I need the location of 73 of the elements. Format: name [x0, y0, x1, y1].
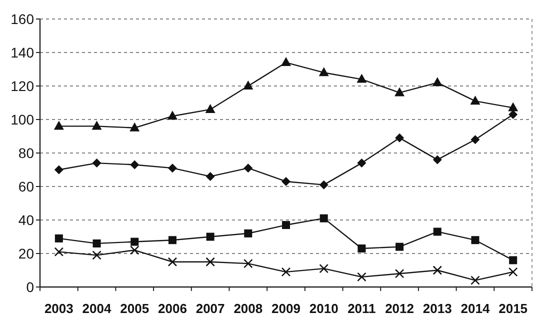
point — [205, 104, 216, 113]
x-tick-label: 2015 — [498, 301, 528, 316]
point — [396, 242, 404, 251]
point — [319, 180, 328, 190]
point — [509, 256, 518, 264]
point — [167, 110, 178, 120]
point — [92, 120, 102, 130]
y-tick-label: 120 — [10, 78, 34, 94]
point — [206, 232, 214, 241]
point — [282, 221, 290, 230]
point — [358, 244, 366, 252]
point — [318, 67, 329, 76]
point — [433, 228, 442, 236]
point — [130, 238, 139, 246]
point — [356, 74, 367, 83]
x-tick-label: 2009 — [272, 301, 300, 316]
y-tick-label: 140 — [10, 44, 34, 60]
point — [470, 276, 480, 285]
point — [432, 266, 442, 275]
point — [281, 57, 291, 66]
y-tick-label: 80 — [18, 144, 34, 161]
y-tick-label: 20 — [18, 245, 34, 262]
point — [54, 247, 64, 256]
y-tick-label: 100 — [10, 111, 34, 128]
point — [168, 164, 177, 173]
point — [471, 236, 480, 244]
point — [319, 264, 328, 274]
x-tick-label: 2014 — [460, 301, 490, 316]
point — [281, 267, 291, 277]
point — [130, 122, 140, 132]
x-tick-label: 2013 — [422, 301, 452, 316]
x-tick-label: 2005 — [120, 301, 150, 316]
x-tick-label: 2010 — [309, 301, 338, 316]
point — [92, 158, 102, 168]
point — [168, 257, 178, 267]
point — [130, 246, 140, 255]
point — [54, 234, 63, 242]
point — [54, 165, 64, 174]
point — [244, 258, 253, 268]
point — [92, 239, 101, 248]
point — [168, 236, 176, 244]
point — [320, 214, 328, 222]
y-tick-label: 0 — [26, 278, 34, 295]
point — [92, 250, 102, 260]
point — [508, 102, 518, 112]
x-tick-label: 2008 — [234, 301, 263, 316]
point — [357, 272, 366, 282]
point — [282, 176, 290, 186]
x-tick-label: 2007 — [196, 301, 225, 316]
point — [206, 257, 215, 267]
x-tick-label: 2006 — [158, 301, 187, 316]
point — [244, 229, 252, 238]
point — [54, 120, 64, 130]
point — [357, 158, 366, 168]
point — [508, 267, 518, 277]
point — [394, 268, 404, 278]
x-tick-label: 2012 — [385, 301, 414, 316]
x-tick-label: 2003 — [44, 301, 74, 316]
x-tick-label: 2004 — [82, 301, 112, 316]
point — [130, 160, 140, 170]
point — [243, 80, 254, 90]
point — [395, 133, 404, 142]
point — [244, 164, 253, 173]
x-tick-label: 2011 — [348, 301, 376, 316]
y-tick-label: 40 — [18, 212, 34, 228]
y-tick-label: 160 — [10, 10, 34, 27]
point — [470, 135, 480, 144]
point — [470, 96, 480, 105]
point — [432, 77, 442, 86]
point — [394, 87, 405, 96]
point — [206, 172, 215, 181]
y-tick-label: 60 — [18, 178, 34, 194]
point — [432, 155, 442, 164]
